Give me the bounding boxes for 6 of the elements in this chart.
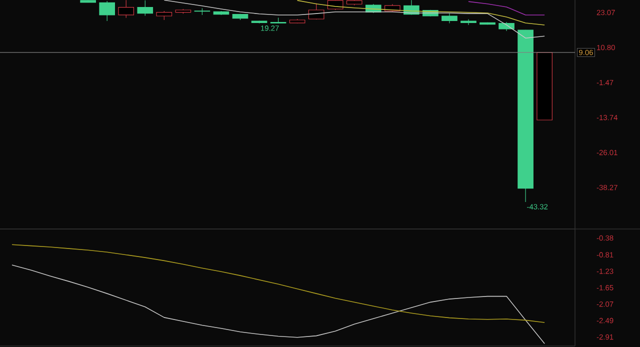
line-series [296, 0, 545, 26]
candlestick [442, 12, 458, 24]
candlestick [156, 10, 172, 20]
line-series [468, 1, 545, 16]
candlestick [99, 0, 115, 22]
candlestick [137, 0, 154, 16]
